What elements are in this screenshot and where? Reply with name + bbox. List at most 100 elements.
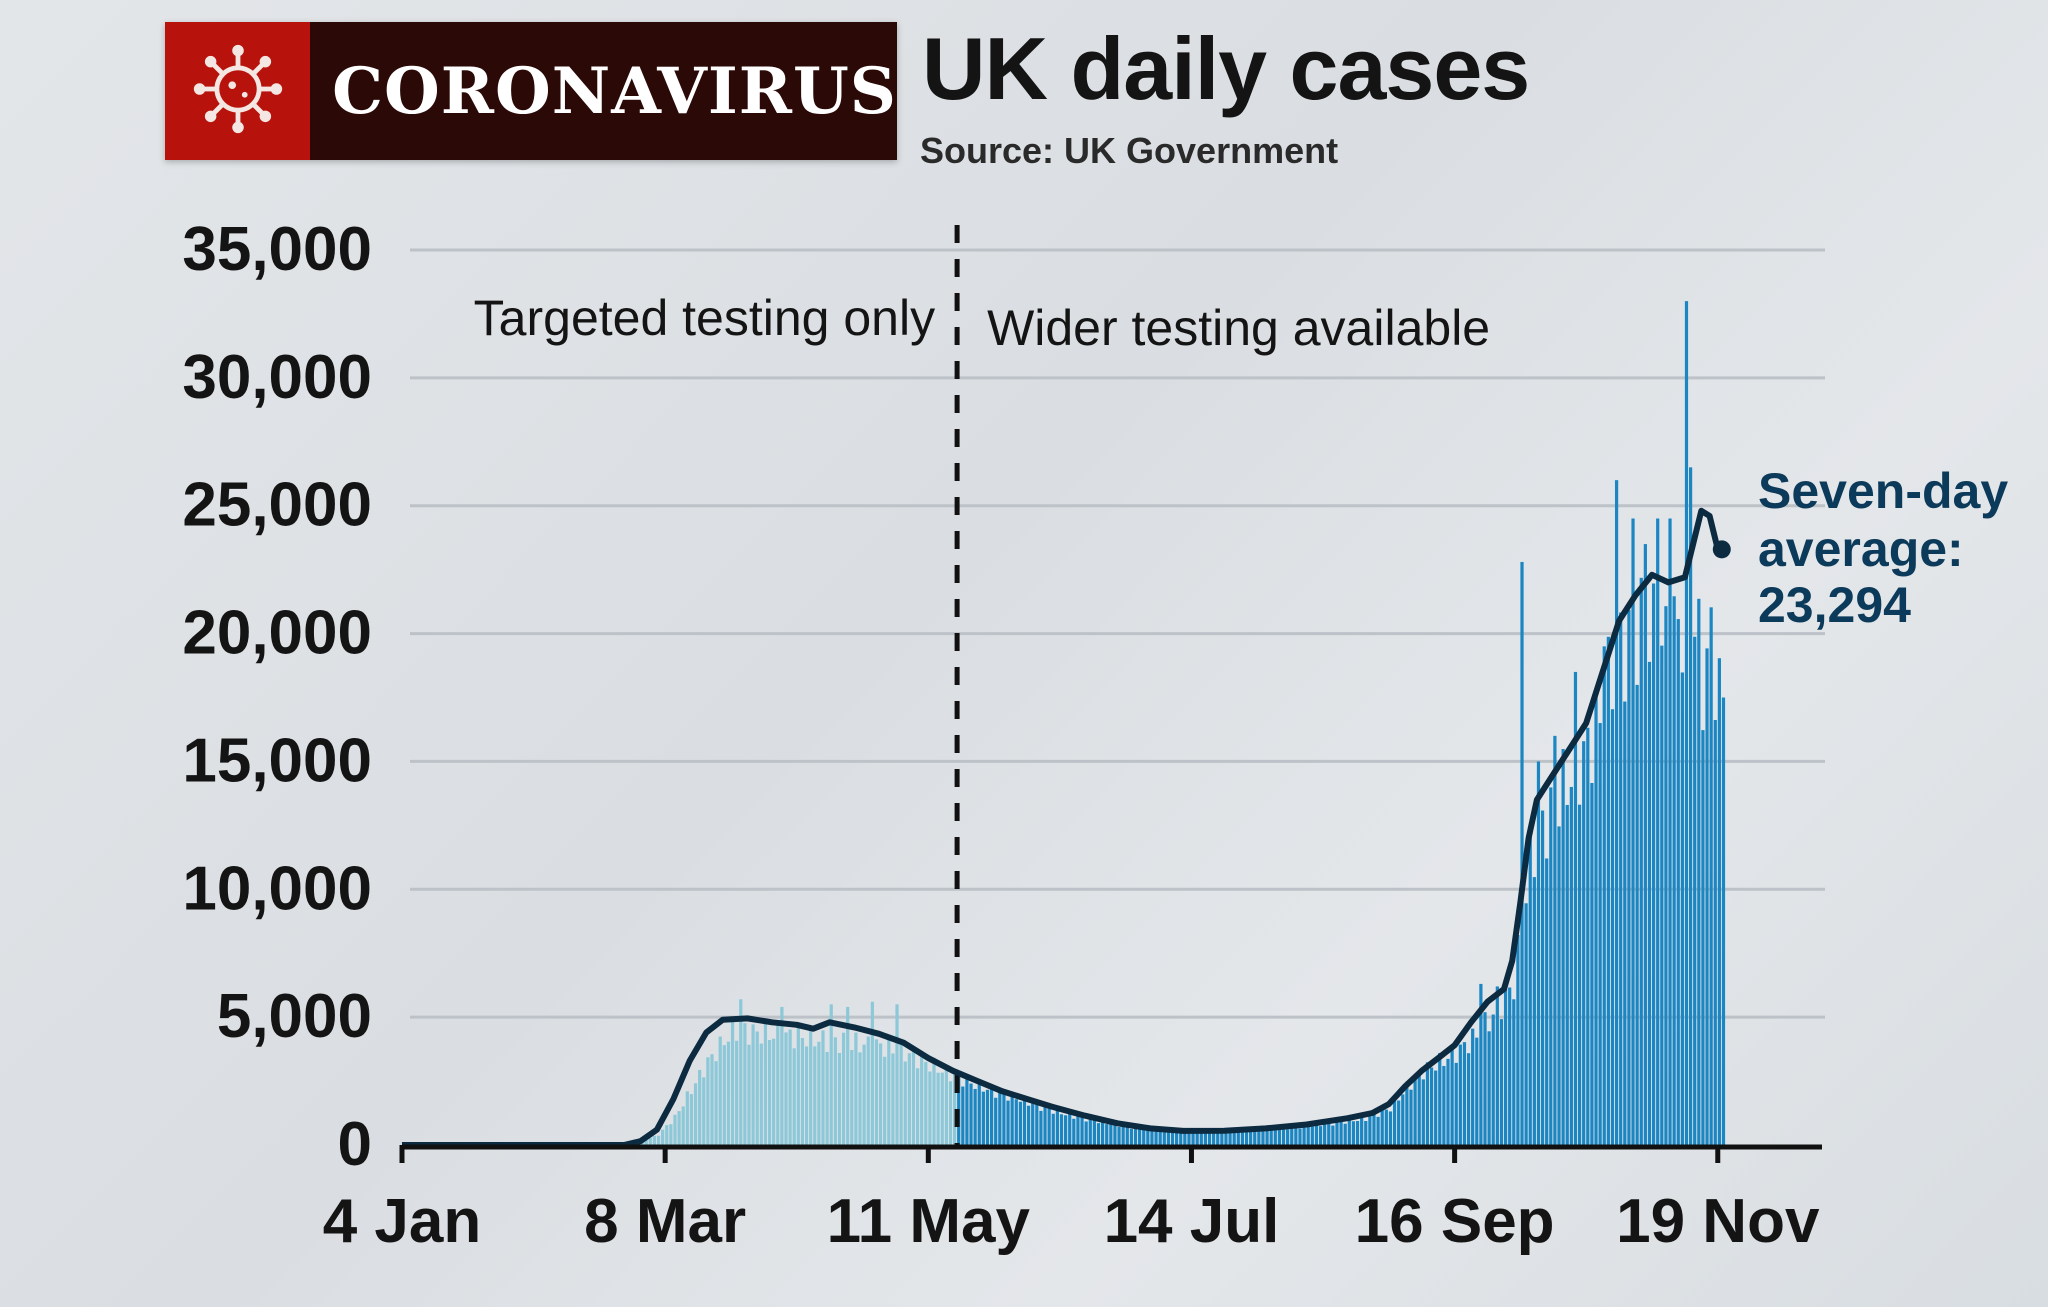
daily-case-bar: [677, 1111, 681, 1145]
daily-case-bar: [1503, 987, 1508, 1145]
annotation-label-line2: average:: [1758, 521, 1964, 577]
daily-case-bar: [685, 1091, 689, 1145]
daily-case-bar: [693, 1083, 698, 1145]
daily-case-bar: [1347, 1118, 1351, 1145]
daily-case-bar: [730, 1017, 735, 1145]
daily-case-bar: [1335, 1121, 1339, 1145]
chart-title: UK daily cases: [922, 19, 1530, 118]
daily-case-bar: [1203, 1130, 1208, 1145]
daily-case-bar: [1351, 1121, 1356, 1145]
daily-case-bar: [702, 1077, 706, 1145]
daily-case-bar: [1442, 1065, 1446, 1145]
daily-case-bar: [1158, 1129, 1162, 1145]
daily-case-bar: [698, 1069, 702, 1145]
daily-case-bar: [940, 1072, 944, 1145]
daily-case-bar: [1586, 727, 1590, 1145]
daily-case-bar: [1701, 730, 1705, 1145]
daily-case-bar: [1598, 723, 1602, 1145]
daily-case-bar: [1092, 1120, 1096, 1145]
daily-case-bar: [1240, 1131, 1245, 1145]
daily-case-bar: [1261, 1129, 1265, 1145]
daily-case-bar: [907, 1053, 911, 1145]
daily-case-bar: [1520, 561, 1524, 1145]
daily-case-bar: [1446, 1058, 1450, 1145]
daily-case-bar: [669, 1124, 673, 1145]
daily-case-bar: [874, 1039, 879, 1145]
y-tick-label: 25,000: [182, 471, 372, 540]
daily-case-bar: [1697, 598, 1701, 1145]
daily-case-bar: [1220, 1132, 1224, 1145]
daily-case-bar: [1545, 858, 1549, 1145]
daily-case-bar: [924, 1061, 928, 1145]
daily-case-bar: [809, 1026, 813, 1145]
daily-case-bar: [1680, 672, 1684, 1145]
daily-case-bar: [1162, 1132, 1166, 1145]
daily-case-bar: [1577, 804, 1582, 1145]
daily-case-bar: [1619, 612, 1623, 1145]
daily-case-bar: [735, 1040, 739, 1145]
daily-case-bar: [1417, 1071, 1421, 1145]
daily-case-bar: [726, 1041, 731, 1145]
daily-case-bar: [1495, 986, 1499, 1145]
daily-case-bar: [965, 1075, 969, 1145]
daily-case-bar: [1684, 301, 1689, 1146]
daily-case-bar: [1088, 1117, 1092, 1145]
daily-case-bar: [656, 1135, 661, 1145]
daily-case-bar: [1717, 658, 1721, 1145]
daily-case-bar: [1434, 1070, 1438, 1145]
daily-case-bar: [969, 1083, 973, 1145]
daily-case-bar: [1269, 1126, 1273, 1145]
daily-case-bar: [1565, 804, 1569, 1145]
daily-case-bar: [1166, 1130, 1171, 1145]
daily-case-bar: [1314, 1122, 1319, 1145]
daily-case-bar: [800, 1037, 805, 1145]
daily-case-bar: [1536, 761, 1541, 1145]
daily-case-bar: [776, 1023, 780, 1145]
daily-case-bar: [961, 1086, 965, 1145]
daily-case-bar: [1043, 1105, 1047, 1145]
daily-case-bar: [1421, 1079, 1425, 1145]
x-tick-label: 19 Nov: [1616, 1187, 1820, 1256]
daily-case-bar: [1022, 1095, 1027, 1145]
daily-case-bar: [1298, 1128, 1302, 1145]
daily-case-bar: [866, 1036, 870, 1145]
daily-case-bar: [936, 1072, 940, 1145]
daily-case-bar: [994, 1097, 998, 1145]
daily-case-bar: [1343, 1123, 1347, 1145]
daily-case-bar: [1138, 1128, 1142, 1145]
daily-case-bar: [1388, 1111, 1393, 1145]
daily-case-bar: [1339, 1121, 1343, 1145]
x-tick-label: 14 Jul: [1104, 1187, 1280, 1256]
daily-case-bar: [883, 1056, 887, 1145]
daily-case-bar: [1614, 480, 1619, 1146]
daily-case-bar: [1401, 1094, 1405, 1145]
daily-case-bar: [1105, 1124, 1109, 1145]
daily-case-bar: [1236, 1129, 1240, 1145]
daily-case-bar: [1039, 1110, 1043, 1145]
daily-case-bar: [1590, 783, 1594, 1145]
daily-case-bar: [1635, 684, 1639, 1145]
daily-case-bar: [973, 1088, 977, 1145]
daily-case-bar: [1133, 1126, 1138, 1145]
daily-case-bar: [1372, 1112, 1376, 1145]
daily-case-bar: [1072, 1118, 1076, 1145]
coronavirus-badge: CORONAVIRUS: [165, 22, 897, 160]
daily-case-bar: [870, 1001, 874, 1145]
daily-case-bar: [788, 1029, 792, 1145]
daily-case-bar: [1154, 1130, 1158, 1145]
daily-case-bar: [1207, 1132, 1212, 1145]
daily-case-bar: [1487, 1031, 1491, 1145]
average-marker: [1712, 540, 1731, 559]
y-tick-label: 35,000: [182, 215, 372, 284]
daily-case-bar: [755, 1031, 759, 1145]
daily-case-bar: [1561, 749, 1565, 1145]
daily-case-bar: [1010, 1091, 1014, 1145]
daily-case-bar: [1281, 1126, 1286, 1145]
daily-case-bar: [1302, 1124, 1306, 1145]
daily-case-bar: [1175, 1132, 1179, 1145]
daily-case-bar: [1569, 786, 1573, 1145]
daily-case-bar: [1413, 1077, 1417, 1145]
daily-case-bar: [1721, 697, 1726, 1145]
y-tick-label: 20,000: [182, 599, 372, 668]
daily-case-bar: [1582, 741, 1586, 1145]
